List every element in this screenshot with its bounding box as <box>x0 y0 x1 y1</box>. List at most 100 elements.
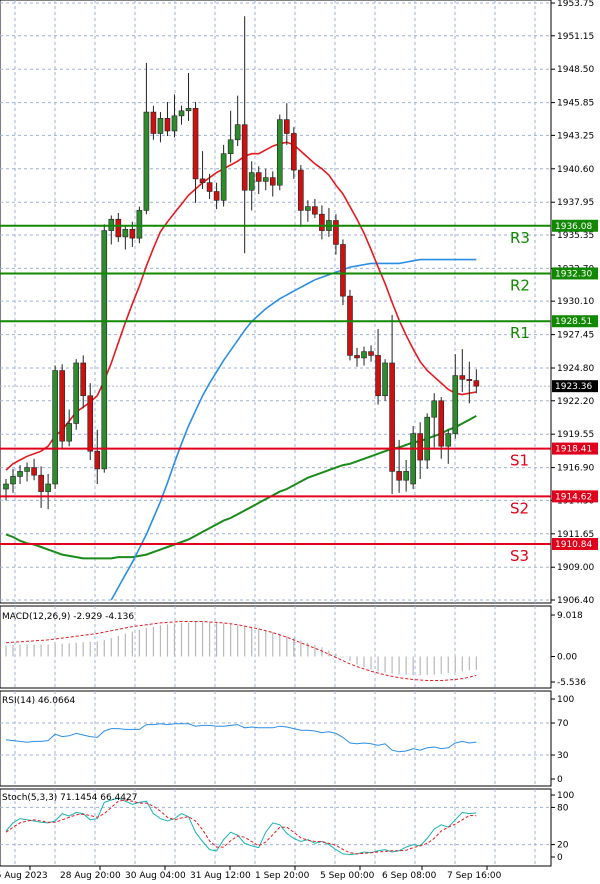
y-tick-label: 1951.15 <box>557 32 594 42</box>
x-tick-label: 1 Sep 20:00 <box>255 871 310 881</box>
candle <box>199 151 206 189</box>
y-tick-label: 1935.35 <box>557 231 594 241</box>
candle <box>220 144 227 207</box>
candle-body <box>73 362 79 424</box>
y-tick-label: 1943.25 <box>557 131 594 141</box>
candle <box>87 383 94 461</box>
candle <box>59 364 65 449</box>
candle <box>298 165 304 227</box>
stoch-d-line <box>5 799 477 855</box>
candle-body <box>291 133 297 171</box>
candle-body <box>276 119 283 186</box>
y-tick-label: 1909.00 <box>557 563 594 573</box>
candle-body <box>438 400 445 447</box>
candle-body <box>143 111 150 211</box>
rsi-line <box>5 723 477 753</box>
candle <box>403 460 409 492</box>
candle <box>227 110 234 163</box>
y-tick-label: 1940.60 <box>557 165 594 175</box>
candle-body <box>424 416 431 461</box>
candle-body <box>269 177 276 186</box>
level-label-r3: R3 <box>510 229 530 247</box>
x-tick-label: 6 Sep 08:00 <box>382 871 437 881</box>
candle <box>417 422 423 479</box>
candle <box>143 62 150 215</box>
level-price-box <box>552 538 598 551</box>
candle-body <box>129 229 136 239</box>
candle <box>445 429 452 464</box>
candle <box>31 458 37 481</box>
candle <box>24 462 30 482</box>
y-tick-label: 1945.85 <box>557 99 594 109</box>
candle-body <box>354 355 360 359</box>
macd-tick-label: 0.00 <box>557 653 577 663</box>
y-tick-label: 1927.45 <box>557 331 594 341</box>
y-tick-label: 1937.95 <box>557 198 594 208</box>
candle <box>38 466 44 508</box>
candle <box>185 72 192 121</box>
level-price-box <box>552 490 598 503</box>
level-label-r2: R2 <box>510 276 530 294</box>
moving-average-blue <box>110 258 477 601</box>
candle <box>424 413 431 469</box>
candle-body <box>136 210 143 239</box>
candle-body <box>262 177 269 182</box>
x-tick-label: 5 Sep 00:00 <box>320 871 375 881</box>
level-price-label: 1932.30 <box>555 269 592 279</box>
candle-body <box>452 375 459 434</box>
candle-body <box>171 115 178 132</box>
candle-body <box>305 206 311 211</box>
candle <box>276 114 283 191</box>
candle-body <box>38 474 44 492</box>
current-price-label: 1923.36 <box>555 382 592 392</box>
candle-body <box>382 362 388 397</box>
candle <box>171 94 178 138</box>
rsi-tick-label: 70 <box>557 719 569 729</box>
candle <box>94 429 101 485</box>
candle-body <box>248 172 255 191</box>
candle-body <box>340 244 346 297</box>
candle-body <box>164 118 171 132</box>
candle-body <box>87 395 94 452</box>
candle-body <box>473 380 480 387</box>
candle-body <box>431 400 438 418</box>
candle-body <box>298 169 304 211</box>
level-price-box <box>552 219 598 232</box>
y-tick-label: 1919.55 <box>557 430 594 440</box>
candle <box>255 166 262 195</box>
candle <box>382 359 388 401</box>
x-tick-label: 28 Aug 20:00 <box>60 871 121 881</box>
level-price-box <box>552 315 598 328</box>
candle-body <box>227 139 234 154</box>
candle-body <box>17 471 23 477</box>
candle <box>80 355 87 409</box>
rsi-tick-label: 0 <box>557 775 563 785</box>
candle <box>473 369 480 394</box>
candle <box>150 105 157 140</box>
level-label-s2: S2 <box>510 499 529 517</box>
candle <box>283 103 290 145</box>
candle-body <box>178 110 185 117</box>
y-tick-label: 1922.20 <box>557 397 594 407</box>
candle-body <box>283 119 290 134</box>
current-price-box <box>552 380 598 393</box>
candle-body <box>375 355 381 397</box>
candle-body <box>445 433 452 447</box>
panel-macd <box>0 605 552 689</box>
candle <box>347 289 353 361</box>
y-tick-label: 1953.75 <box>557 0 594 9</box>
candle-body <box>410 433 416 485</box>
y-tick-label: 1930.10 <box>557 297 594 307</box>
x-tick-label: 31 Aug 12:00 <box>190 871 251 881</box>
level-label-s1: S1 <box>510 452 529 470</box>
macd-signal-line <box>5 621 477 681</box>
candle-body <box>199 178 206 183</box>
candle-body <box>319 213 325 231</box>
candle <box>431 393 438 448</box>
candle <box>389 315 395 495</box>
candle <box>354 347 360 367</box>
candle-body <box>80 362 87 397</box>
moving-average-red <box>5 141 477 471</box>
rsi-label: RSI(14) 46.0664 <box>2 696 75 706</box>
